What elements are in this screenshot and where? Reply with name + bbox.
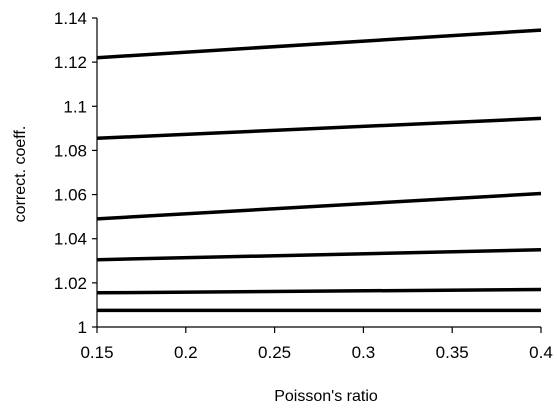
series-line-1 xyxy=(96,28,542,60)
y-tick-label: 1.1 xyxy=(63,97,87,116)
x-tick-label: 0.15 xyxy=(80,343,113,362)
x-axis: 0.15 0.2 0.25 0.3 0.35 0.4 xyxy=(80,326,553,362)
x-tick-label: 0.4 xyxy=(529,343,553,362)
x-tick-label: 0.35 xyxy=(436,343,469,362)
y-tick-label: 1 xyxy=(78,318,87,337)
y-axis: 1 1.02 1.04 1.06 1.08 1.1 1.12 1.14 xyxy=(54,9,98,337)
x-tick-label: 0.3 xyxy=(352,343,376,362)
y-axis-title: correct. coeff. xyxy=(12,126,29,223)
x-tick-label: 0.25 xyxy=(258,343,291,362)
y-tick-label: 1.08 xyxy=(54,141,87,160)
series-lines xyxy=(96,28,542,313)
x-axis-title: Poisson's ratio xyxy=(274,388,378,405)
y-tick-label: 1.04 xyxy=(54,230,87,249)
y-tick-label: 1.06 xyxy=(54,186,87,205)
series-line-2 xyxy=(96,116,542,141)
x-tick-label: 0.2 xyxy=(174,343,198,362)
series-line-4 xyxy=(96,248,542,262)
series-line-5 xyxy=(96,287,542,295)
series-line-3 xyxy=(96,191,542,221)
y-tick-label: 1.12 xyxy=(54,53,87,72)
y-tick-label: 1.02 xyxy=(54,274,87,293)
y-tick-label: 1.14 xyxy=(54,9,87,28)
